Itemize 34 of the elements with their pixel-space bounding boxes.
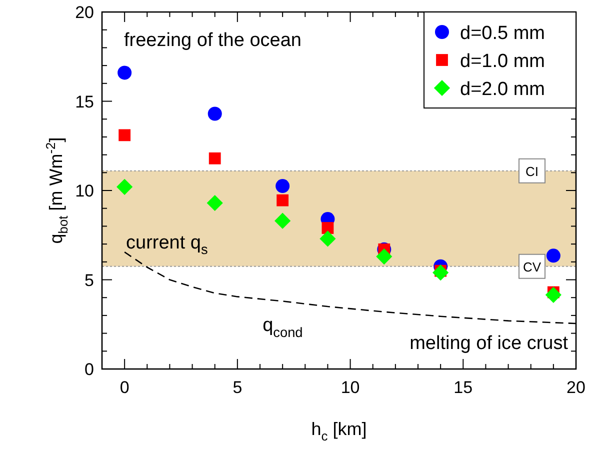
point (274, 212, 291, 229)
legend-label: d=2.0 mm (460, 79, 546, 100)
point (276, 194, 289, 206)
x-tick-label: 15 (454, 378, 473, 397)
ref-line-label: CV (522, 259, 542, 274)
y-tick-label: 0 (84, 360, 94, 379)
point (545, 286, 562, 303)
x-tick-label: 10 (340, 378, 360, 397)
band-label: current q$_{s}$ (126, 232, 208, 258)
x-tick-label: 20 (566, 378, 586, 397)
legend-label: d=0.5 mm (460, 23, 546, 44)
point (320, 230, 336, 247)
ref-line-label: CI (526, 164, 538, 179)
point (376, 248, 392, 265)
point (118, 66, 132, 80)
point (276, 179, 290, 194)
annotation: freezing of the ocean (124, 30, 302, 51)
point (206, 194, 223, 212)
annotation: melting of ice crust (410, 333, 569, 354)
point (432, 264, 449, 281)
x-tick-label: 0 (120, 378, 130, 397)
y-tick-label: 15 (75, 92, 94, 112)
y-tick-label: 10 (75, 182, 94, 200)
point (546, 248, 560, 263)
x-axis-title: h$_{c}$ [km] (311, 419, 367, 444)
x-tick-label: 5 (232, 378, 242, 397)
point (208, 152, 221, 164)
point (116, 178, 133, 195)
y-tick-label: 20 (75, 3, 94, 22)
point (208, 106, 222, 121)
legend-label: d=1.0 mm (460, 51, 546, 72)
y-tick-label: 5 (84, 270, 94, 290)
series-label: q$_{cond}$ (262, 315, 303, 340)
point (118, 129, 131, 142)
